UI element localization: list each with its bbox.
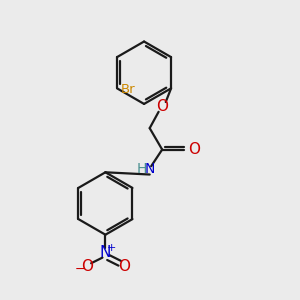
Text: +: + [107,243,116,253]
Text: N: N [145,163,155,176]
Text: H: H [136,163,146,176]
Text: O: O [188,142,200,157]
Text: Br: Br [121,83,135,96]
Text: O: O [156,99,168,114]
Text: O: O [81,259,93,274]
Text: O: O [118,259,130,274]
Text: N: N [100,245,111,260]
Text: −: − [75,263,86,276]
